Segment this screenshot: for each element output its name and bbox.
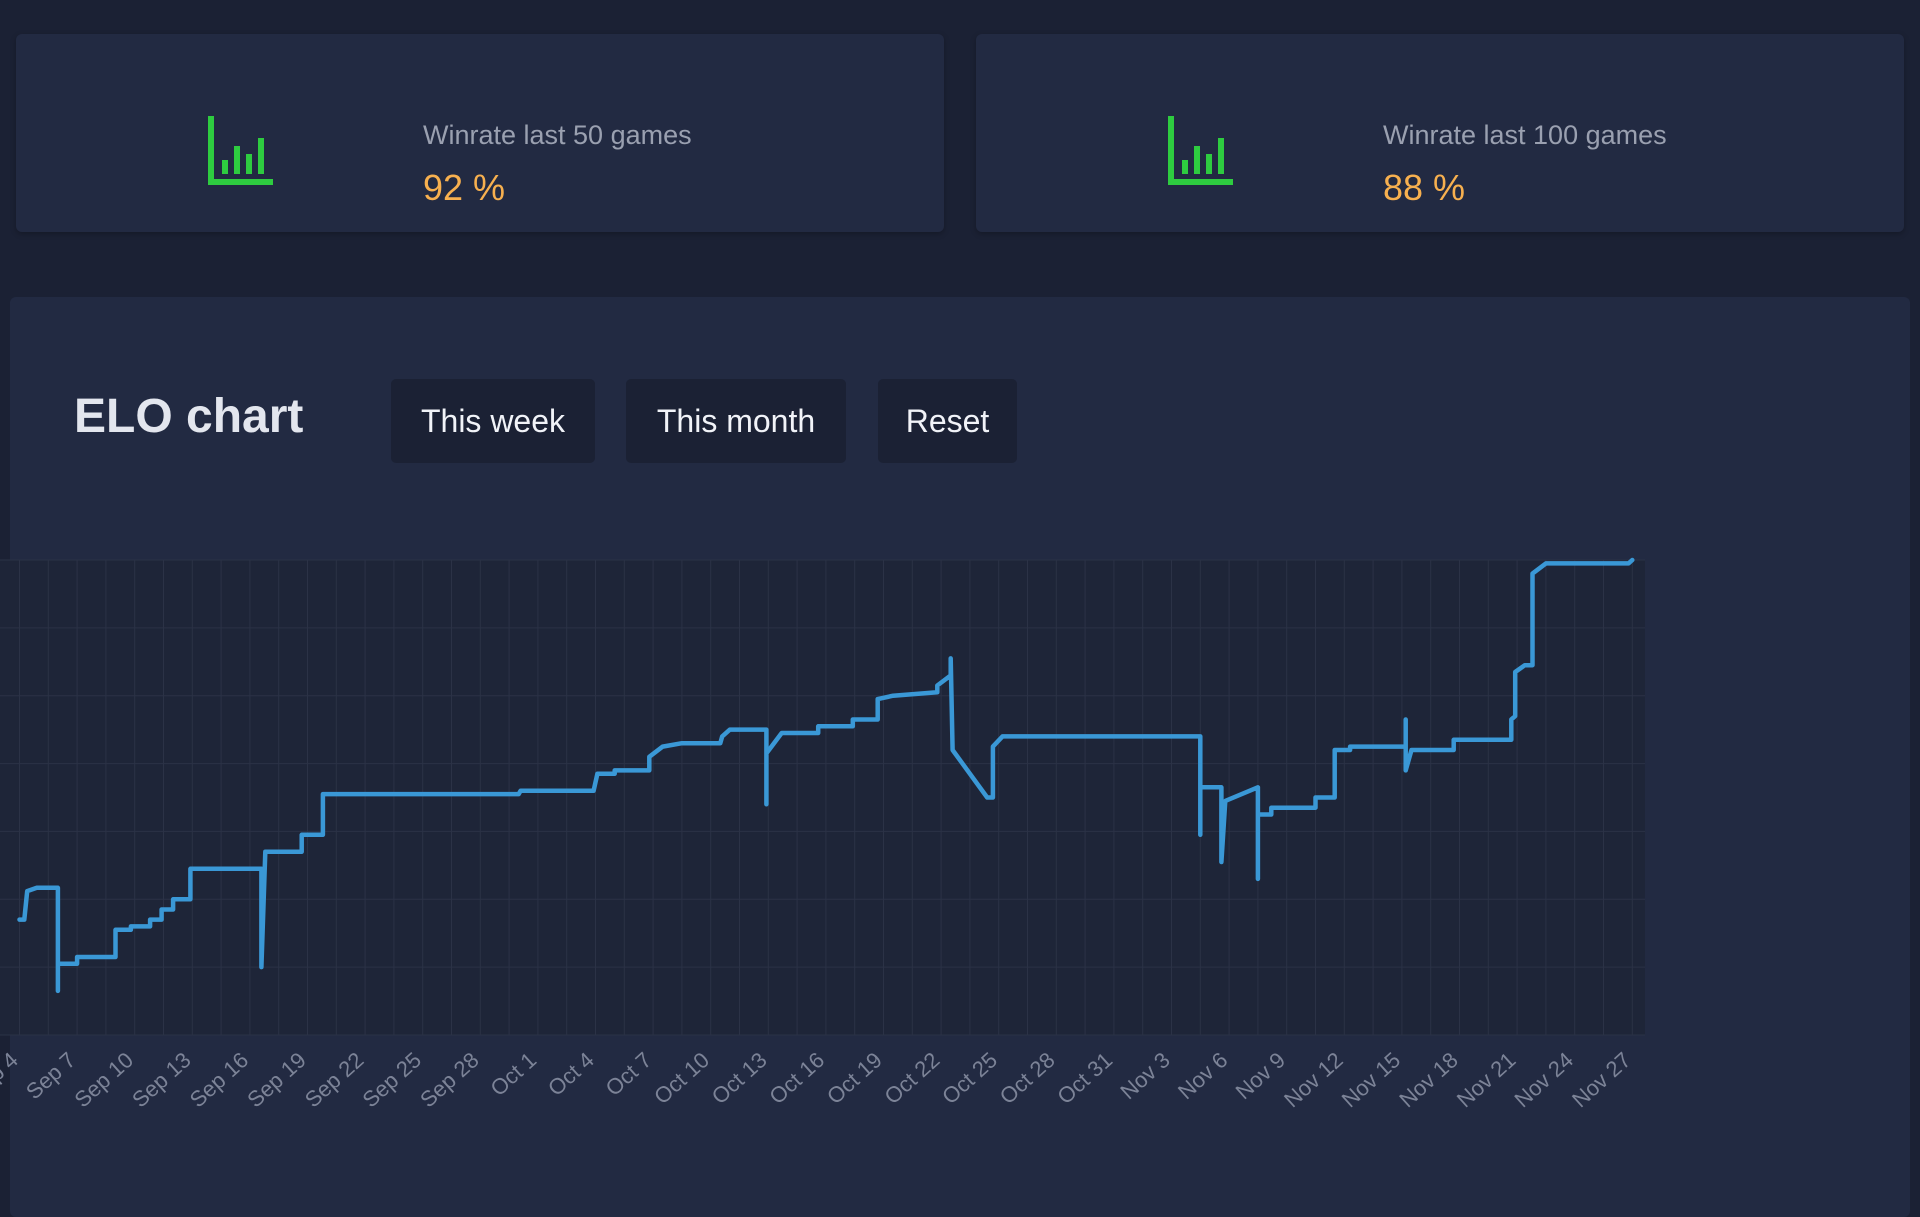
this-month-button[interactable]: This month: [626, 379, 846, 463]
x-tick-label: Nov 24: [1510, 1047, 1579, 1112]
x-tick-label: Oct 10: [649, 1047, 714, 1109]
x-tick-label: Nov 3: [1115, 1047, 1174, 1104]
x-tick-label: Nov 18: [1394, 1047, 1463, 1112]
x-tick-label: Sep 13: [127, 1047, 196, 1112]
x-tick-label: Oct 7: [601, 1047, 657, 1101]
x-tick-label: Sep 4: [0, 1047, 23, 1104]
x-tick-label: Oct 16: [764, 1047, 829, 1109]
elo-series-line: [17, 557, 1635, 994]
bar-chart-icon: [1168, 116, 1233, 185]
plot-area: [0, 560, 1645, 1035]
x-tick-label: Oct 25: [937, 1047, 1002, 1109]
x-tick-label: Oct 4: [543, 1047, 599, 1101]
stat-card-winrate-100: Winrate last 100 games 88 %: [976, 34, 1904, 232]
bar-chart-icon: [208, 116, 273, 185]
stat-card-winrate-50: Winrate last 50 games 92 %: [16, 34, 944, 232]
x-tick-label: Oct 1: [485, 1047, 541, 1101]
chart-title: ELO chart: [74, 390, 304, 443]
stat-label: Winrate last 100 games: [1383, 120, 1667, 150]
this-week-button[interactable]: This week: [391, 379, 595, 463]
stat-value: 88 %: [1383, 167, 1466, 208]
x-tick-label: Nov 27: [1567, 1047, 1636, 1112]
x-tick-label: Nov 15: [1337, 1047, 1406, 1112]
x-tick-label: Sep 16: [185, 1047, 254, 1112]
x-tick-label: Sep 10: [69, 1047, 138, 1112]
stat-label: Winrate last 50 games: [423, 120, 692, 150]
x-tick-label: Oct 13: [707, 1047, 772, 1109]
x-tick-label: Oct 22: [880, 1047, 945, 1109]
x-tick-label: Sep 19: [242, 1047, 311, 1112]
x-tick-label: Oct 19: [822, 1047, 887, 1109]
x-tick-label: Sep 22: [300, 1047, 369, 1112]
x-tick-label: Sep 25: [357, 1047, 426, 1112]
x-tick-label: Oct 31: [1052, 1047, 1117, 1109]
stat-value: 92 %: [423, 167, 506, 208]
x-tick-label: Nov 21: [1452, 1047, 1521, 1112]
x-tick-label: Nov 6: [1173, 1047, 1232, 1104]
x-tick-label: Nov 12: [1279, 1047, 1348, 1112]
x-tick-label: Sep 28: [415, 1047, 484, 1112]
reset-button[interactable]: Reset: [878, 379, 1017, 463]
x-tick-label: Oct 28: [995, 1047, 1060, 1109]
